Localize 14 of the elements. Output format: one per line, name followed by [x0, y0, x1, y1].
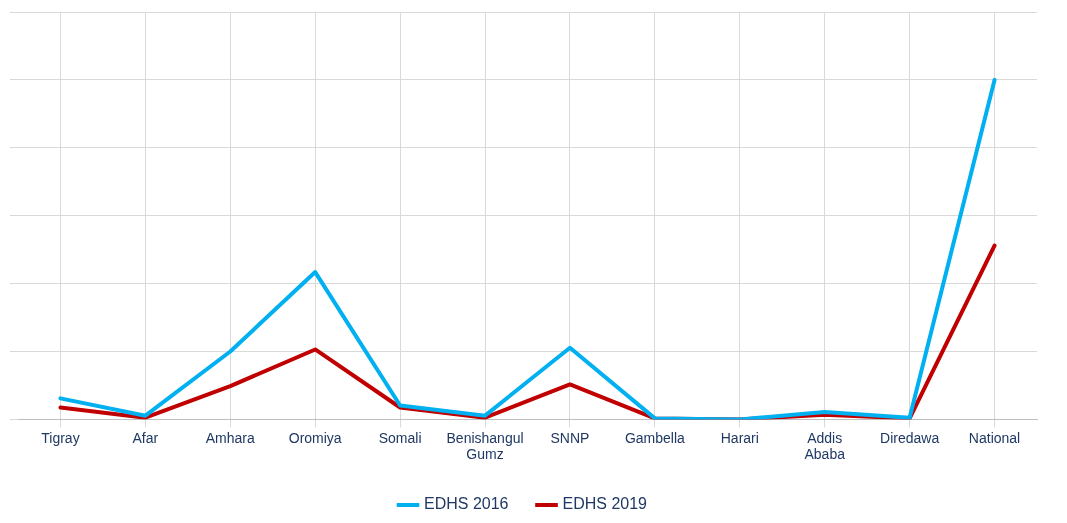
x-tick-label: National — [968, 429, 1021, 446]
x-tick-label: Harari — [720, 429, 759, 446]
x-tick-label: Gambella — [624, 429, 686, 446]
x-tick-label: Tigray — [41, 429, 80, 446]
x-tick-label: Oromiya — [288, 429, 342, 446]
x-tick-label: Amhara — [205, 429, 256, 446]
x-tick-label: Afar — [132, 429, 159, 446]
legend-label: EDHS 2016 — [424, 495, 509, 513]
x-tick-label: SNNP — [550, 429, 590, 446]
x-tick-label: Diredawa — [880, 429, 940, 446]
x-tick-label: Addis Ababa — [804, 429, 846, 463]
legend-label: EDHS 2019 — [562, 495, 648, 513]
x-tick-label: Benishangul Gumz — [446, 429, 524, 463]
x-tick-label: Somali — [378, 429, 422, 446]
